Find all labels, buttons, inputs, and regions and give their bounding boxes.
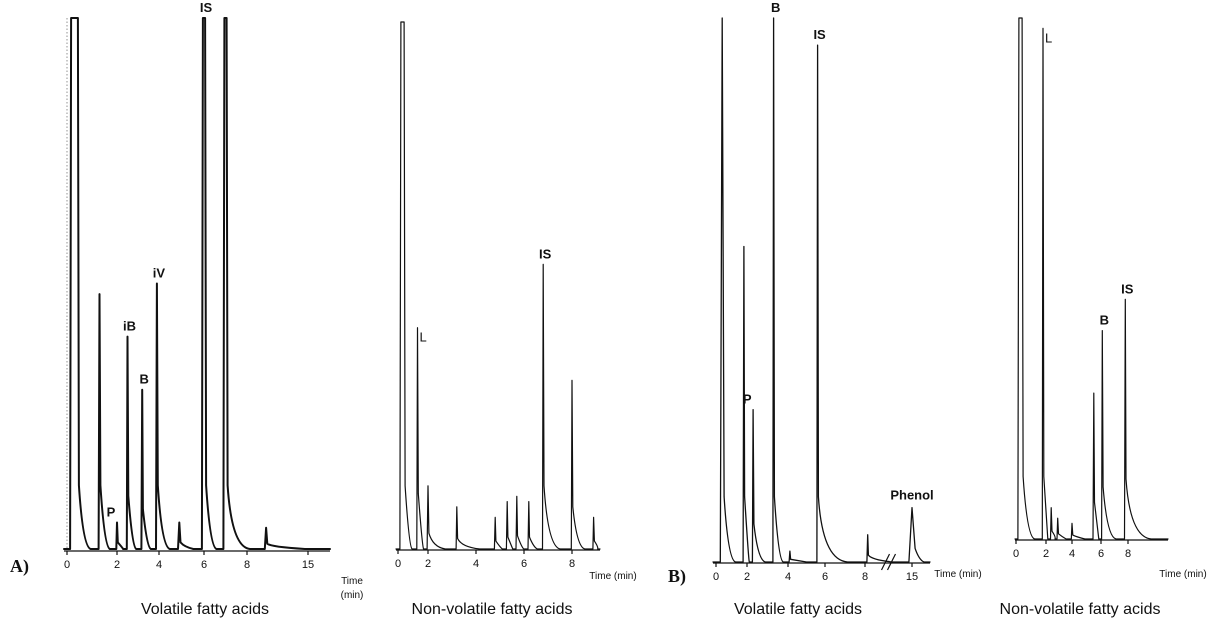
peak-label-b: B <box>140 372 149 387</box>
x-tick-label: 0 <box>64 559 70 571</box>
peak-label-b: B <box>771 0 780 15</box>
peak-label-l: L <box>420 330 427 345</box>
x-tick-label: 8 <box>1125 548 1131 560</box>
x-tick-label: 8 <box>862 571 868 583</box>
chart-caption: Non-volatile fatty acids <box>412 601 573 618</box>
x-tick-label: 6 <box>201 559 207 571</box>
x-tick-label: 2 <box>744 571 750 583</box>
x-tick-label: 0 <box>1013 548 1019 560</box>
x-tick-label: 15 <box>302 559 314 571</box>
peak-label-is: IS <box>200 0 213 15</box>
chromatogram-trace <box>395 21 601 550</box>
x-tick-label: 0 <box>713 571 719 583</box>
peak-label-is: IS <box>813 27 826 42</box>
x-tick-label: 0 <box>395 558 401 570</box>
chromatogram-trace <box>1014 17 1169 540</box>
x-tick-label: 4 <box>785 571 791 583</box>
x-axis-title: Time (min) <box>589 571 636 582</box>
x-tick-label: 8 <box>569 558 575 570</box>
x-tick-label: 6 <box>1098 548 1104 560</box>
x-axis-title: Time (min) <box>1159 569 1206 580</box>
axis-break-mark <box>880 553 891 571</box>
x-tick-label: 8 <box>244 559 250 571</box>
x-tick-label: 2 <box>1043 548 1049 560</box>
x-tick-label: 6 <box>521 558 527 570</box>
panel-letter: A) <box>10 556 29 577</box>
peak-label-p: P <box>743 392 752 407</box>
peak-label-b: B <box>1100 313 1109 328</box>
peak-label-is: IS <box>1121 281 1134 296</box>
x-tick-label: 4 <box>1069 548 1075 560</box>
peak-label-iv: iV <box>153 266 166 281</box>
peak-label-p: P <box>107 504 116 519</box>
peak-label-l: L <box>1045 30 1052 45</box>
chromatogram-trace <box>63 17 331 550</box>
x-axis-title: Time (min) <box>934 569 981 580</box>
panel-letter: B) <box>668 566 686 587</box>
x-tick-label: 4 <box>473 558 479 570</box>
peak-label-is: IS <box>539 246 552 261</box>
peak-label-ib: iB <box>123 319 136 334</box>
x-tick-label: 2 <box>114 559 120 571</box>
x-tick-label: 2 <box>425 558 431 570</box>
chart-caption: Volatile fatty acids <box>141 601 269 618</box>
chart-caption: Non-volatile fatty acids <box>1000 601 1161 618</box>
chart-caption: Volatile fatty acids <box>734 601 862 618</box>
x-tick-label: 6 <box>822 571 828 583</box>
x-tick-label: 4 <box>156 559 162 571</box>
x-tick-label: 15 <box>906 571 918 583</box>
x-axis-title: Time (min) <box>341 576 364 601</box>
chromatogram-trace <box>712 17 931 563</box>
peak-label-phenol: Phenol <box>890 488 933 503</box>
